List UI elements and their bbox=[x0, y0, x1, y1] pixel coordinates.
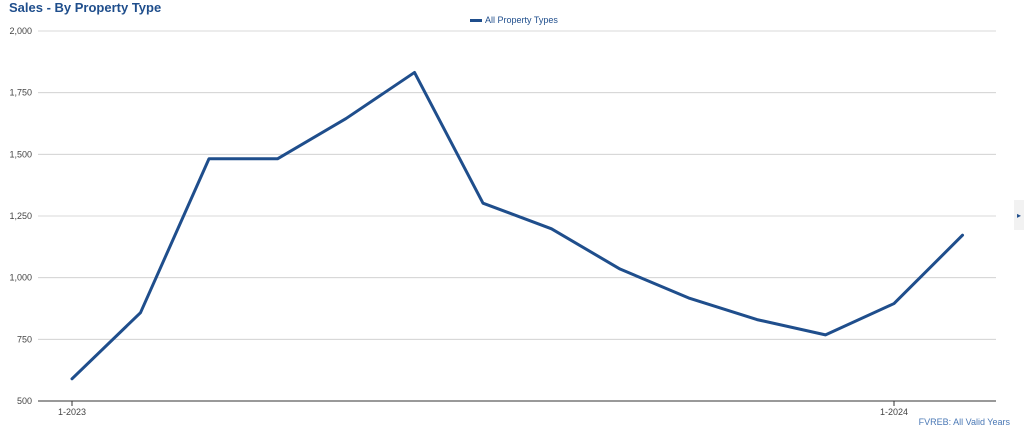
x-tick-label: 1-2024 bbox=[880, 407, 908, 417]
data-point[interactable] bbox=[205, 155, 213, 163]
data-point[interactable] bbox=[890, 300, 898, 308]
data-point[interactable] bbox=[411, 68, 419, 76]
y-tick-label: 1,500 bbox=[9, 149, 32, 159]
data-point[interactable] bbox=[274, 155, 282, 163]
data-point[interactable] bbox=[959, 231, 967, 239]
data-point[interactable] bbox=[479, 199, 487, 207]
y-tick-label: 1,000 bbox=[9, 273, 32, 283]
legend-label: All Property Types bbox=[485, 15, 558, 25]
x-tick-label: 1-2023 bbox=[58, 407, 86, 417]
grid-layer bbox=[38, 30, 996, 402]
data-point[interactable] bbox=[68, 375, 76, 383]
legend[interactable]: All Property Types bbox=[470, 15, 558, 25]
legend-swatch bbox=[470, 18, 482, 22]
y-tick-label: 2,000 bbox=[9, 26, 32, 36]
series-layer bbox=[68, 68, 967, 383]
y-tick-label: 1,250 bbox=[9, 211, 32, 221]
data-point[interactable] bbox=[685, 294, 693, 302]
data-point[interactable] bbox=[822, 331, 830, 339]
y-tick-label: 500 bbox=[17, 396, 32, 406]
chart-title: Sales - By Property Type bbox=[9, 0, 162, 15]
data-point[interactable] bbox=[137, 309, 145, 317]
expand-panel-arrow-icon[interactable]: ▸ bbox=[1014, 200, 1024, 230]
axis-layer: 500 750 1,000 1,250 1,500 1,750 2,000 1-2023 1-2… bbox=[9, 26, 908, 417]
y-tick-label: 1,750 bbox=[9, 88, 32, 98]
data-point[interactable] bbox=[342, 115, 350, 123]
y-tick-label: 750 bbox=[17, 334, 32, 344]
data-point[interactable] bbox=[753, 316, 761, 324]
data-point[interactable] bbox=[616, 265, 624, 273]
series-line bbox=[70, 70, 964, 381]
data-point[interactable] bbox=[548, 225, 556, 233]
source-note: FVREB: All Valid Years bbox=[918, 417, 1010, 427]
